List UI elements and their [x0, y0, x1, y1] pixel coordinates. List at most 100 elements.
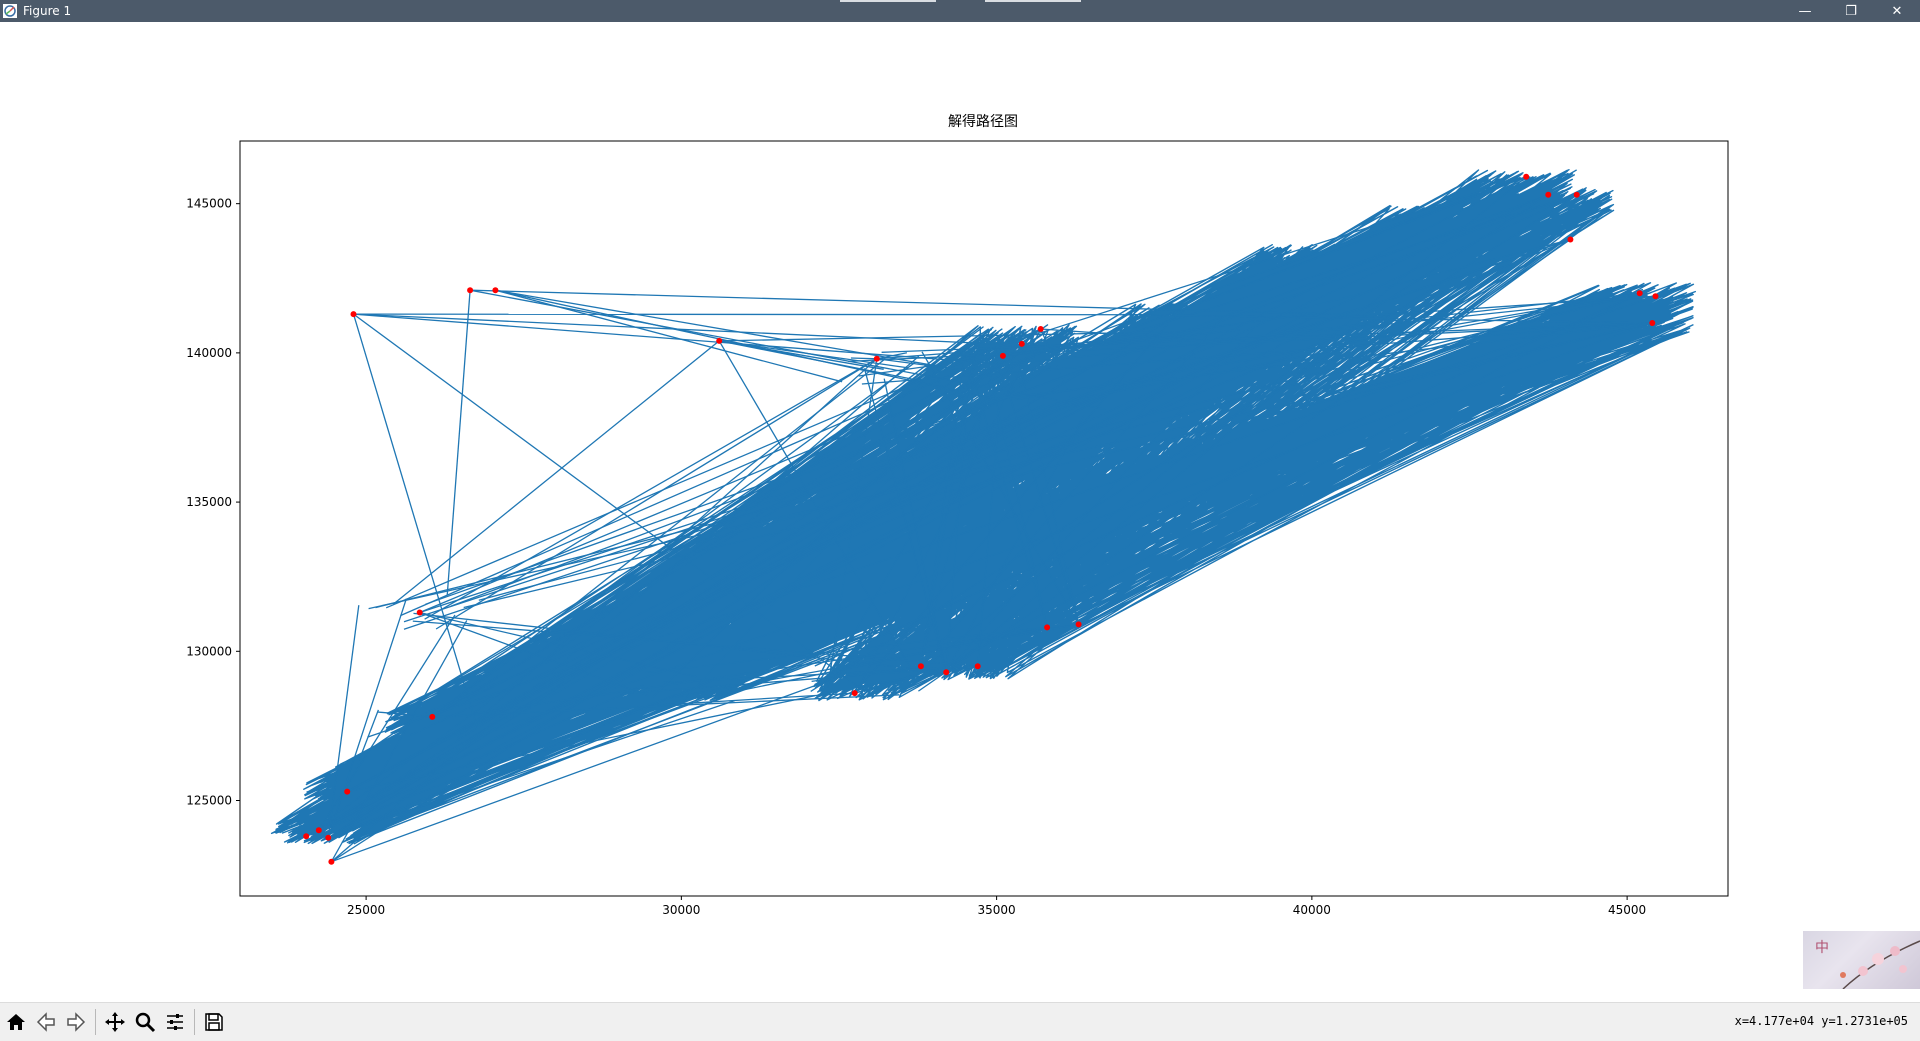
matplotlib-app-icon — [2, 3, 18, 19]
route-segment — [920, 351, 976, 667]
route-segment — [710, 626, 1048, 698]
route-segment — [318, 359, 1047, 831]
route-segment — [945, 316, 1366, 673]
route-segment — [1071, 194, 1549, 410]
figure-canvas[interactable]: 解得路径图 25000 30000 35000 40000 45000 125000 13… — [0, 22, 1920, 1002]
close-button[interactable]: ✕ — [1891, 3, 1903, 19]
route-segment — [657, 692, 855, 706]
y-tick-label: 130000 — [186, 644, 232, 658]
x-tick-label: 25000 — [347, 903, 385, 917]
y-tick-label: 140000 — [186, 346, 232, 360]
window-titlebar[interactable]: Figure 1 — ❐ ✕ — [0, 0, 1920, 22]
route-segment — [921, 351, 1080, 625]
city-point — [1652, 293, 1659, 300]
route-segment — [368, 322, 1653, 610]
route-segment — [1002, 312, 1317, 357]
navigation-toolbar: x=4.177e+04 y=1.2731e+05 — [0, 1002, 1920, 1041]
route-segment — [470, 289, 1359, 316]
city-point — [1573, 191, 1580, 198]
route-segment — [645, 626, 1048, 674]
city-point — [974, 663, 981, 670]
route-segment — [457, 358, 878, 739]
route-segment — [318, 310, 1326, 831]
route-segment — [920, 360, 965, 667]
pan-icon — [105, 1012, 125, 1032]
route-segment — [850, 357, 877, 360]
route-path — [270, 169, 1696, 845]
route-segment — [672, 623, 1079, 699]
route-segment — [495, 289, 843, 383]
y-axis: 125000 130000 135000 140000 145000 — [186, 197, 240, 808]
route-segment — [858, 355, 1003, 377]
route-segment — [719, 340, 884, 370]
route-segment — [328, 688, 732, 839]
city-point — [1523, 173, 1530, 180]
restore-button[interactable]: ❐ — [1845, 3, 1857, 19]
taskbar-peek-strip — [985, 0, 1081, 2]
route-segment — [346, 709, 380, 792]
route-segment — [305, 310, 1349, 837]
city-point — [1018, 340, 1025, 347]
route-segment — [718, 340, 912, 670]
home-button[interactable] — [2, 1008, 30, 1036]
route-segment — [305, 684, 644, 837]
route-segment — [827, 358, 878, 688]
route-segment — [988, 369, 1048, 628]
configure-subplots-button[interactable] — [161, 1008, 189, 1036]
route-segment — [945, 415, 1085, 673]
route-segment — [327, 598, 408, 839]
route-segment — [971, 373, 1048, 628]
blossom-decoration-icon — [1840, 940, 1920, 989]
minimize-button[interactable]: — — [1798, 3, 1812, 19]
window-title: Figure 1 — [23, 4, 72, 18]
city-points — [303, 173, 1659, 865]
route-segment — [1196, 292, 1640, 344]
forward-button[interactable] — [62, 1008, 90, 1036]
zoom-button[interactable] — [131, 1008, 159, 1036]
route-segment — [1014, 292, 1640, 401]
city-point — [1044, 624, 1051, 631]
route-segment — [424, 358, 878, 620]
route-segment — [318, 328, 1279, 831]
pan-button[interactable] — [101, 1008, 129, 1036]
ime-widget[interactable]: 中 — [1803, 931, 1920, 989]
route-segment — [347, 695, 816, 793]
back-button[interactable] — [32, 1008, 60, 1036]
x-tick-label: 45000 — [1608, 903, 1646, 917]
route-segment — [1172, 176, 1527, 315]
city-point — [999, 352, 1006, 359]
route-segment — [478, 292, 1640, 601]
city-point — [943, 669, 950, 676]
route-segment — [330, 355, 920, 863]
save-button[interactable] — [200, 1008, 228, 1036]
city-point — [1567, 236, 1574, 243]
chart[interactable]: 解得路径图 25000 30000 35000 40000 45000 125000 13… — [0, 22, 1920, 1002]
route-segment — [469, 289, 1106, 411]
route-segment — [474, 623, 1079, 715]
route-segment — [810, 194, 1578, 692]
route-segment — [403, 238, 1571, 630]
route-segment — [814, 292, 1640, 667]
y-tick-label: 135000 — [186, 495, 232, 509]
chart-title: 解得路径图 — [948, 113, 1018, 130]
route-segment — [1337, 295, 1656, 319]
route-segment — [400, 343, 1023, 617]
route-segment — [481, 322, 1653, 736]
x-axis: 25000 30000 35000 40000 45000 — [347, 896, 1646, 917]
taskbar-peek-strip — [840, 0, 936, 2]
city-point — [851, 690, 858, 697]
route-segment — [920, 316, 1224, 667]
city-point — [1545, 191, 1552, 198]
route-segment — [330, 620, 468, 863]
city-point — [873, 355, 880, 362]
route-segment — [977, 412, 1000, 667]
city-point — [315, 827, 322, 834]
route-segment — [1000, 322, 1653, 399]
route-segment — [353, 313, 1015, 346]
cursor-coordinates: x=4.177e+04 y=1.2731e+05 — [1734, 1014, 1908, 1028]
back-arrow-icon — [36, 1012, 55, 1032]
route-segment — [863, 368, 947, 673]
route-segment — [392, 340, 720, 605]
route-segment — [719, 340, 909, 369]
route-segment — [934, 176, 1527, 368]
